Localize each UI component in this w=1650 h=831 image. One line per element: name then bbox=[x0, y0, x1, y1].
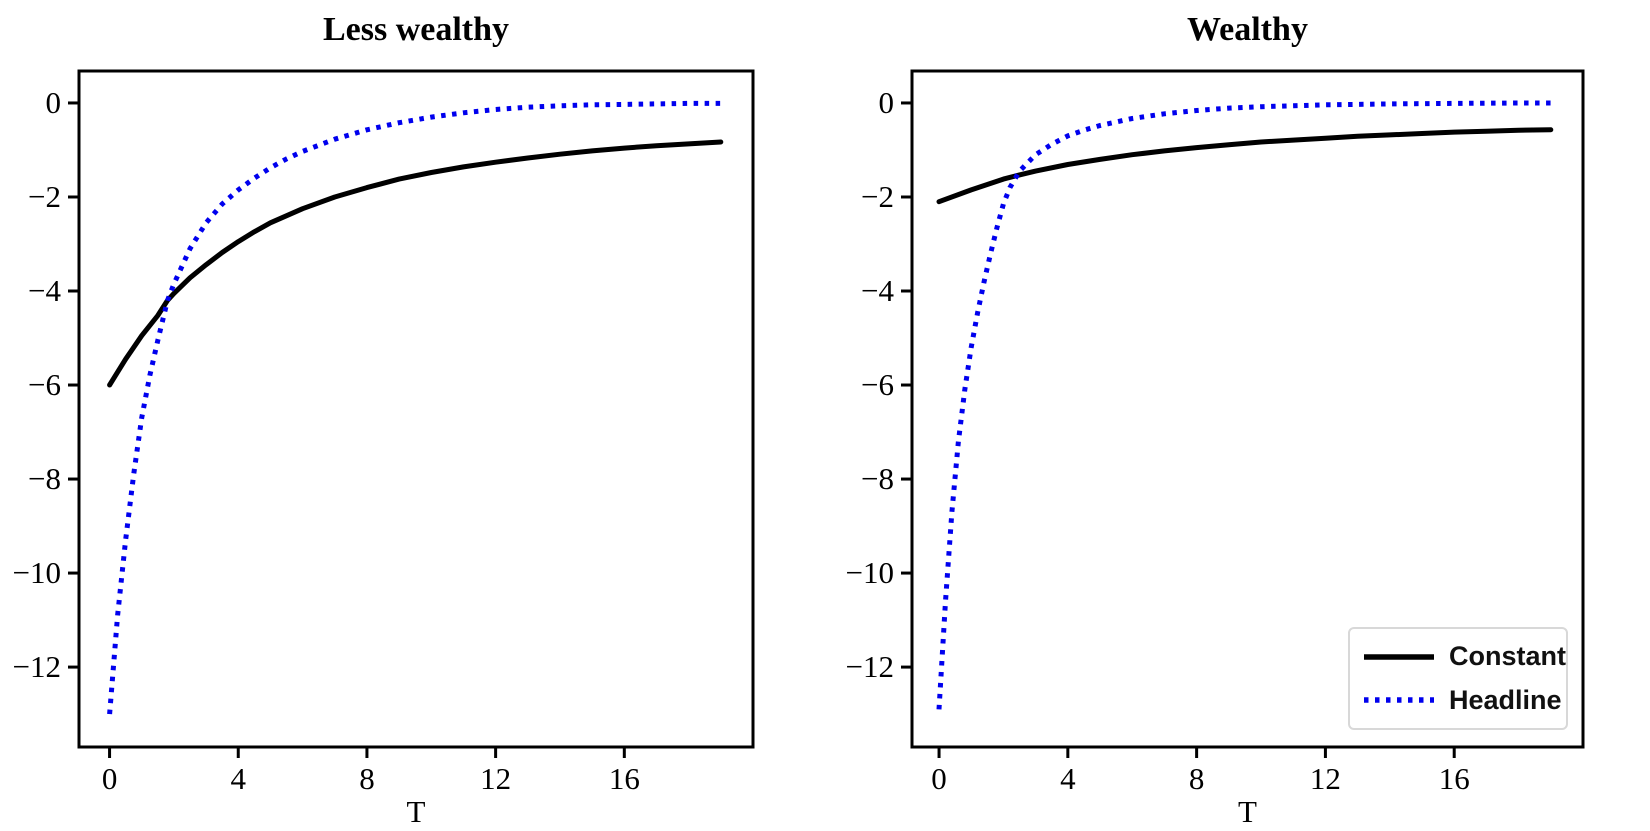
y-tick-label: −8 bbox=[28, 461, 61, 496]
panel-title-wealthy: Wealthy bbox=[1187, 11, 1308, 48]
axes-frame bbox=[910, 69, 1585, 749]
y-tick-label: −6 bbox=[861, 367, 894, 402]
legend-swatch-headline-dotted-icon bbox=[1364, 697, 1434, 703]
x-tick-label: 4 bbox=[231, 761, 247, 796]
axes-frame bbox=[77, 69, 755, 749]
series-line-headline bbox=[107, 100, 721, 715]
x-tick-label: 8 bbox=[359, 761, 375, 796]
legend-swatch-constant-line-icon bbox=[1364, 654, 1434, 660]
x-tick-label: 12 bbox=[480, 761, 511, 796]
x-tick-label: 0 bbox=[931, 761, 947, 796]
y-tick-label: 0 bbox=[879, 85, 895, 120]
x-axis-label-right: T bbox=[1238, 794, 1257, 829]
y-tick-label: −4 bbox=[861, 273, 894, 308]
panel-0: 0 4 8 12 16 0 −2 −4 −6 −8 −10 −12 bbox=[13, 69, 755, 796]
panel-title-less-wealthy: Less wealthy bbox=[322, 11, 510, 48]
x-axis-label-left: T bbox=[406, 794, 426, 829]
x-tick-label: 16 bbox=[609, 761, 640, 796]
y-tick-label: −6 bbox=[28, 367, 61, 402]
y-tick-label: −12 bbox=[13, 649, 61, 684]
y-tick-label: −8 bbox=[861, 461, 894, 496]
series-line-headline bbox=[936, 100, 1551, 710]
series-line-constant bbox=[936, 127, 1554, 205]
x-tick-label: 12 bbox=[1310, 761, 1341, 796]
panel-1: 0 4 8 12 16 0 −2 −4 −6 −8 −10 −12 bbox=[846, 69, 1585, 796]
x-tick-label: 0 bbox=[102, 761, 118, 796]
y-tick-label: −4 bbox=[28, 273, 61, 308]
y-tick-label: −2 bbox=[861, 179, 894, 214]
legend-box: Constant Headline bbox=[1348, 627, 1568, 730]
y-tick-label: −12 bbox=[846, 649, 894, 684]
x-tick-label: 4 bbox=[1060, 761, 1076, 796]
x-tick-label: 16 bbox=[1439, 761, 1470, 796]
x-tick-label: 8 bbox=[1189, 761, 1205, 796]
y-tick-label: −10 bbox=[13, 555, 61, 590]
legend-label-headline: Headline bbox=[1449, 684, 1562, 715]
legend-entry-constant: Constant bbox=[1350, 641, 1566, 672]
legend-label-constant: Constant bbox=[1449, 641, 1566, 672]
legend-entry-headline: Headline bbox=[1350, 685, 1566, 716]
series-line-constant bbox=[107, 139, 724, 388]
y-tick-label: −2 bbox=[28, 179, 61, 214]
y-tick-label: −10 bbox=[846, 555, 894, 590]
y-tick-label: 0 bbox=[46, 85, 62, 120]
